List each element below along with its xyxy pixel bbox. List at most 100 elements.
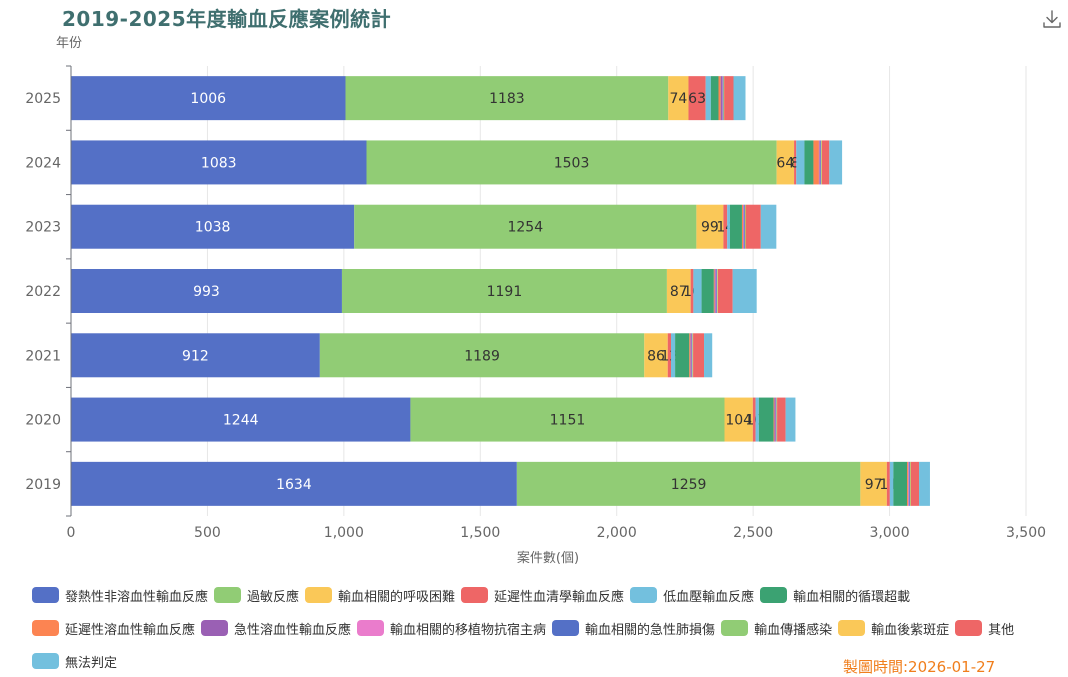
bar-segment[interactable]	[723, 76, 725, 121]
legend-item[interactable]: 輸血後紫斑症	[838, 617, 949, 639]
legend-item[interactable]: 輸血相關的移植物抗宿主病	[357, 617, 546, 639]
bar-segment[interactable]	[71, 204, 355, 249]
bar-segment[interactable]	[704, 333, 713, 378]
bar-segment[interactable]	[71, 269, 342, 313]
bar-segment[interactable]	[319, 333, 645, 378]
bar-segment[interactable]	[366, 140, 777, 185]
bar-segment[interactable]	[777, 397, 786, 442]
bar-segment[interactable]	[722, 76, 723, 121]
bar-segment[interactable]	[743, 204, 745, 249]
bar-segment[interactable]	[910, 461, 920, 506]
bar-segment[interactable]	[71, 76, 346, 121]
bar-segment[interactable]	[818, 140, 820, 185]
bar-segment[interactable]	[732, 269, 757, 313]
bar-segment[interactable]	[820, 140, 822, 185]
bar-segment[interactable]	[675, 333, 690, 378]
legend-item[interactable]: 發熱性非溶血性輸血反應	[32, 584, 208, 606]
bar-segment[interactable]	[410, 397, 725, 442]
bar-segment[interactable]	[776, 397, 778, 442]
bar-segment[interactable]	[821, 140, 822, 185]
legend-item[interactable]: 延遲性血清學輸血反應	[461, 584, 624, 606]
legend-item[interactable]: 低血壓輸血反應	[630, 584, 754, 606]
bar-segment[interactable]	[760, 204, 777, 249]
bar-segment[interactable]	[752, 397, 756, 442]
bar-segment[interactable]	[821, 140, 823, 185]
bar-segment[interactable]	[776, 397, 777, 442]
bar-segment[interactable]	[745, 204, 761, 249]
bar-segment[interactable]	[860, 461, 887, 506]
bar-segment[interactable]	[813, 140, 819, 185]
bar-segment[interactable]	[773, 397, 775, 442]
bar-segment[interactable]	[776, 140, 795, 185]
bar-segment[interactable]	[71, 397, 411, 442]
bar-segment[interactable]	[705, 76, 711, 121]
bar-segment[interactable]	[688, 76, 706, 121]
bar-segment[interactable]	[723, 204, 728, 249]
bar-segment[interactable]	[666, 269, 691, 313]
bar-segment[interactable]	[691, 333, 693, 378]
bar-segment[interactable]	[909, 461, 911, 506]
bar-segment[interactable]	[908, 461, 910, 506]
bar-segment[interactable]	[774, 397, 775, 442]
bar-segment[interactable]	[720, 76, 723, 121]
bar-segment[interactable]	[690, 269, 694, 313]
bar-segment[interactable]	[722, 76, 724, 121]
legend-item[interactable]: 其他	[955, 617, 1014, 639]
bar-segment[interactable]	[733, 76, 746, 121]
bar-segment[interactable]	[724, 76, 734, 121]
bar-segment[interactable]	[829, 140, 843, 185]
bar-segment[interactable]	[717, 269, 718, 313]
bar-segment[interactable]	[693, 269, 702, 313]
bar-segment[interactable]	[693, 333, 705, 378]
bar-segment[interactable]	[690, 333, 691, 378]
bar-segment[interactable]	[692, 333, 694, 378]
legend-item[interactable]: 輸血相關的循環超載	[760, 584, 910, 606]
bar-segment[interactable]	[758, 397, 774, 442]
download-button[interactable]	[1041, 8, 1063, 30]
bar-segment[interactable]	[908, 461, 909, 506]
bar-segment[interactable]	[689, 333, 691, 378]
bar-segment[interactable]	[667, 333, 672, 378]
bar-segment[interactable]	[796, 140, 805, 185]
bar-segment[interactable]	[910, 461, 911, 506]
bar-segment[interactable]	[71, 333, 320, 378]
legend-item[interactable]: 過敏反應	[214, 584, 299, 606]
bar-segment[interactable]	[794, 140, 797, 185]
bar-segment[interactable]	[717, 269, 733, 313]
bar-segment[interactable]	[745, 204, 747, 249]
bar-segment[interactable]	[345, 76, 669, 121]
bar-segment[interactable]	[341, 269, 667, 313]
bar-segment[interactable]	[804, 140, 814, 185]
bar-segment[interactable]	[819, 140, 821, 185]
bar-segment[interactable]	[741, 204, 744, 249]
bar-segment[interactable]	[717, 269, 719, 313]
bar-segment[interactable]	[715, 269, 717, 313]
bar-segment[interactable]	[919, 461, 930, 506]
legend-item[interactable]: 輸血相關的呼吸困難	[305, 584, 455, 606]
bar-segment[interactable]	[696, 204, 724, 249]
bar-segment[interactable]	[744, 204, 746, 249]
bar-segment[interactable]	[71, 140, 367, 185]
bar-segment[interactable]	[701, 269, 714, 313]
bar-segment[interactable]	[692, 333, 693, 378]
legend-item[interactable]: 無法判定	[32, 650, 117, 672]
bar-segment[interactable]	[718, 76, 721, 121]
bar-segment[interactable]	[893, 461, 908, 506]
bar-segment[interactable]	[743, 204, 744, 249]
bar-segment[interactable]	[907, 461, 909, 506]
bar-segment[interactable]	[668, 76, 689, 121]
bar-segment[interactable]	[710, 76, 719, 121]
bar-segment[interactable]	[723, 76, 724, 121]
bar-segment[interactable]	[775, 397, 777, 442]
bar-segment[interactable]	[729, 204, 742, 249]
bar-segment[interactable]	[886, 461, 890, 506]
bar-segment[interactable]	[516, 461, 861, 506]
bar-segment[interactable]	[910, 461, 912, 506]
bar-segment[interactable]	[714, 269, 716, 313]
bar-segment[interactable]	[755, 397, 759, 442]
bar-segment[interactable]	[354, 204, 697, 249]
bar-segment[interactable]	[644, 333, 668, 378]
bar-segment[interactable]	[785, 397, 796, 442]
legend-item[interactable]: 輸血相關的急性肺損傷	[552, 617, 715, 639]
bar-segment[interactable]	[724, 397, 753, 442]
